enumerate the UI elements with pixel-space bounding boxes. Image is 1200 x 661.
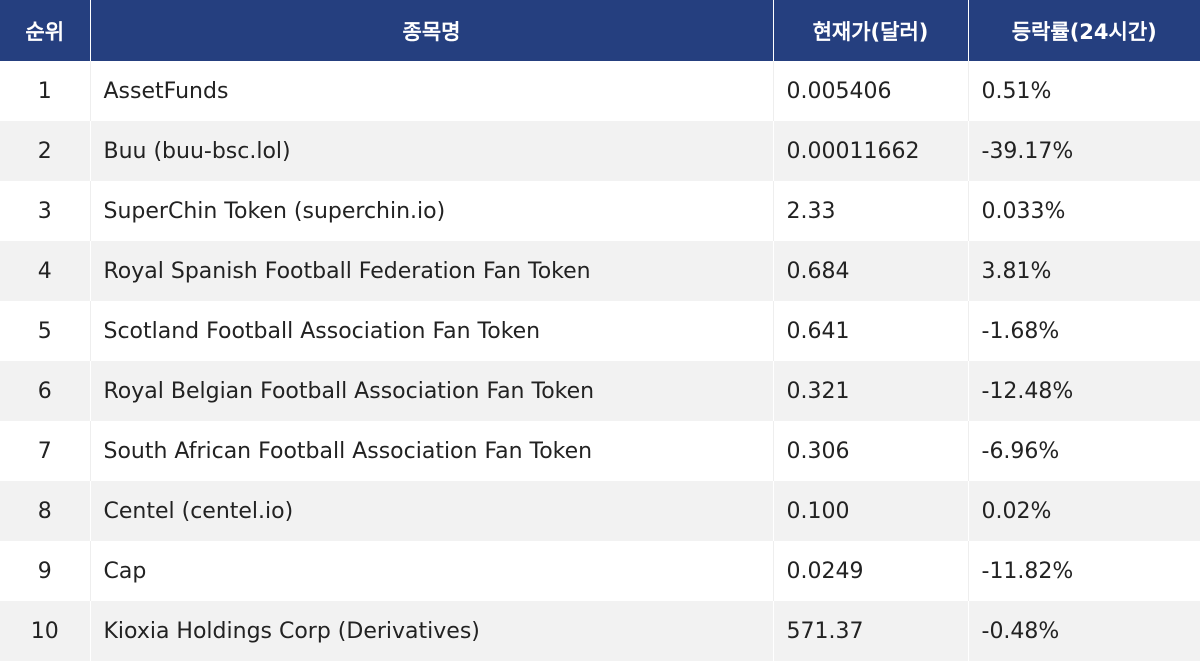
change-cell: 0.51% xyxy=(968,61,1200,121)
change-cell: -1.68% xyxy=(968,301,1200,361)
change-cell: -11.82% xyxy=(968,541,1200,601)
table-row: 4 Royal Spanish Football Federation Fan T… xyxy=(0,241,1200,301)
header-change: 등락률(24시간) xyxy=(968,0,1200,61)
rank-cell: 5 xyxy=(0,301,91,361)
price-cell: 0.005406 xyxy=(773,61,969,121)
change-cell: -39.17% xyxy=(968,121,1200,181)
table-row: 9 Cap 0.0249 -11.82% xyxy=(0,541,1200,601)
price-cell: 0.684 xyxy=(773,241,969,301)
name-cell: Centel (centel.io) xyxy=(90,481,774,541)
change-cell: 0.02% xyxy=(968,481,1200,541)
table-row: 10 Kioxia Holdings Corp (Derivatives) 571.… xyxy=(0,601,1200,661)
name-cell: Royal Belgian Football Association Fan T… xyxy=(90,361,774,421)
name-cell: AssetFunds xyxy=(90,61,774,121)
price-cell: 0.321 xyxy=(773,361,969,421)
change-cell: -0.48% xyxy=(968,601,1200,661)
price-cell: 0.0249 xyxy=(773,541,969,601)
name-cell: Cap xyxy=(90,541,774,601)
rank-cell: 3 xyxy=(0,181,91,241)
table-header: 순위 종목명 현재가(달러) 등락률(24시간) xyxy=(0,0,1200,61)
change-cell: 3.81% xyxy=(968,241,1200,301)
header-name: 종목명 xyxy=(90,0,774,61)
rank-cell: 9 xyxy=(0,541,91,601)
header-rank: 순위 xyxy=(0,0,91,61)
name-cell: Royal Spanish Football Federation Fan To… xyxy=(90,241,774,301)
price-cell: 0.641 xyxy=(773,301,969,361)
change-cell: -12.48% xyxy=(968,361,1200,421)
table-row: 2 Buu (buu-bsc.lol) 0.00011662 -39.17% xyxy=(0,121,1200,181)
price-cell: 0.100 xyxy=(773,481,969,541)
table-row: 6 Royal Belgian Football Association Fan … xyxy=(0,361,1200,421)
table-row: 3 SuperChin Token (superchin.io) 2.33 0.033… xyxy=(0,181,1200,241)
name-cell: Kioxia Holdings Corp (Derivatives) xyxy=(90,601,774,661)
table-row: 1 AssetFunds 0.005406 0.51% xyxy=(0,61,1200,121)
price-cell: 0.306 xyxy=(773,421,969,481)
table-row: 7 South African Football Association Fan … xyxy=(0,421,1200,481)
rank-cell: 8 xyxy=(0,481,91,541)
change-cell: -6.96% xyxy=(968,421,1200,481)
header-row: 순위 종목명 현재가(달러) 등락률(24시간) xyxy=(0,0,1200,61)
rank-cell: 6 xyxy=(0,361,91,421)
rank-cell: 1 xyxy=(0,61,91,121)
rank-cell: 7 xyxy=(0,421,91,481)
name-cell: South African Football Association Fan T… xyxy=(90,421,774,481)
table-row: 8 Centel (centel.io) 0.100 0.02% xyxy=(0,481,1200,541)
rank-cell: 4 xyxy=(0,241,91,301)
rank-cell: 10 xyxy=(0,601,91,661)
change-cell: 0.033% xyxy=(968,181,1200,241)
name-cell: Scotland Football Association Fan Token xyxy=(90,301,774,361)
price-cell: 2.33 xyxy=(773,181,969,241)
rank-cell: 2 xyxy=(0,121,91,181)
price-cell: 0.00011662 xyxy=(773,121,969,181)
price-cell: 571.37 xyxy=(773,601,969,661)
header-price: 현재가(달러) xyxy=(773,0,969,61)
table-row: 5 Scotland Football Association Fan Token… xyxy=(0,301,1200,361)
name-cell: Buu (buu-bsc.lol) xyxy=(90,121,774,181)
name-cell: SuperChin Token (superchin.io) xyxy=(90,181,774,241)
table-body: 1 AssetFunds 0.005406 0.51% 2 Buu (buu-bsc.lo… xyxy=(0,61,1200,661)
